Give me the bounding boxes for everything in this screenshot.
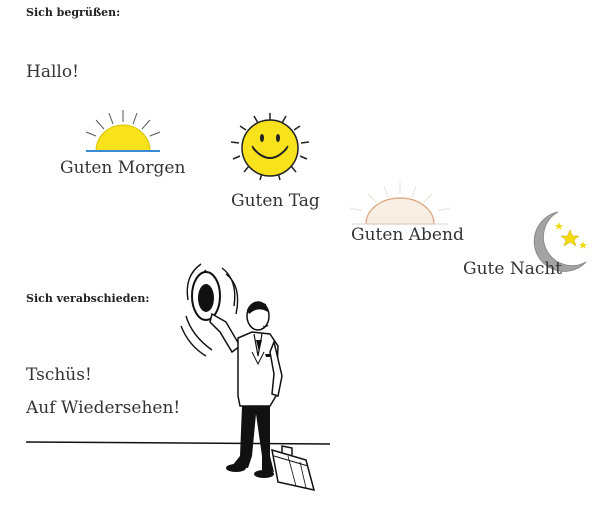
goodbye-text: Auf Wiedersehen! (26, 398, 181, 418)
bye-text: Tschüs! (26, 365, 92, 385)
moon-stars-icon (526, 208, 588, 276)
evening-text: Guten Abend (351, 225, 464, 245)
hello-text: Hallo! (26, 62, 79, 82)
day-text: Guten Tag (231, 191, 320, 211)
greeting-heading: Sich begrüßen: (26, 6, 121, 19)
man-waving-hat-illustration (26, 256, 336, 496)
sunrise-icon (82, 108, 164, 156)
farewell-heading: Sich verabschieden: (26, 292, 150, 305)
smiling-sun-icon (228, 112, 312, 184)
sunset-icon (344, 180, 456, 228)
morning-text: Guten Morgen (60, 158, 186, 178)
night-text: Gute Nacht (463, 259, 563, 279)
